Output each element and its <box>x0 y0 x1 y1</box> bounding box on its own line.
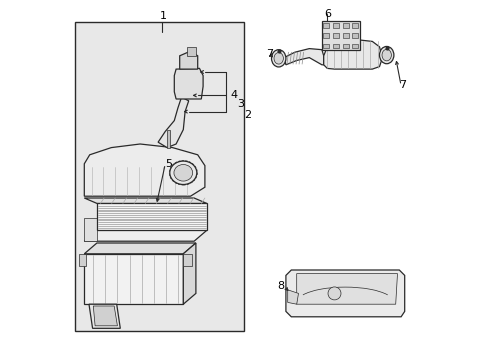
Bar <box>352 33 358 38</box>
Bar <box>323 33 328 38</box>
Polygon shape <box>93 306 117 326</box>
Text: 7: 7 <box>399 80 406 90</box>
Bar <box>342 23 348 28</box>
Polygon shape <box>84 198 206 203</box>
Polygon shape <box>285 270 404 317</box>
Polygon shape <box>84 230 206 241</box>
Polygon shape <box>323 40 381 69</box>
Text: 6: 6 <box>323 9 330 19</box>
Polygon shape <box>89 304 120 328</box>
Text: 8: 8 <box>276 281 284 291</box>
Polygon shape <box>174 68 203 99</box>
Bar <box>167 130 170 148</box>
Ellipse shape <box>273 53 283 64</box>
Bar <box>332 23 338 28</box>
Ellipse shape <box>271 50 285 67</box>
Ellipse shape <box>169 161 196 184</box>
Polygon shape <box>186 47 196 56</box>
Ellipse shape <box>381 49 390 61</box>
Text: 1: 1 <box>160 11 167 21</box>
Text: 4: 4 <box>230 90 237 100</box>
Bar <box>321 21 359 50</box>
Circle shape <box>327 287 340 300</box>
Text: 5: 5 <box>165 159 172 169</box>
Bar <box>75 22 244 331</box>
Bar <box>352 44 358 48</box>
Bar <box>352 23 358 28</box>
Bar <box>342 33 348 38</box>
Ellipse shape <box>379 46 393 64</box>
Bar <box>332 33 338 38</box>
Bar <box>323 44 328 48</box>
Polygon shape <box>183 254 192 266</box>
Polygon shape <box>158 97 188 148</box>
Bar <box>332 44 338 48</box>
Polygon shape <box>97 203 206 230</box>
Bar <box>342 44 348 48</box>
Polygon shape <box>183 243 196 304</box>
Polygon shape <box>79 254 86 266</box>
Bar <box>323 23 328 28</box>
Text: 3: 3 <box>237 99 244 109</box>
Polygon shape <box>179 51 197 69</box>
Polygon shape <box>296 274 397 304</box>
Polygon shape <box>84 218 97 241</box>
Polygon shape <box>284 49 323 65</box>
Polygon shape <box>84 144 204 196</box>
Ellipse shape <box>174 165 192 181</box>
Polygon shape <box>287 290 298 304</box>
Text: 2: 2 <box>244 110 251 120</box>
Polygon shape <box>84 254 183 304</box>
Text: 7: 7 <box>265 49 273 59</box>
Polygon shape <box>84 243 196 254</box>
